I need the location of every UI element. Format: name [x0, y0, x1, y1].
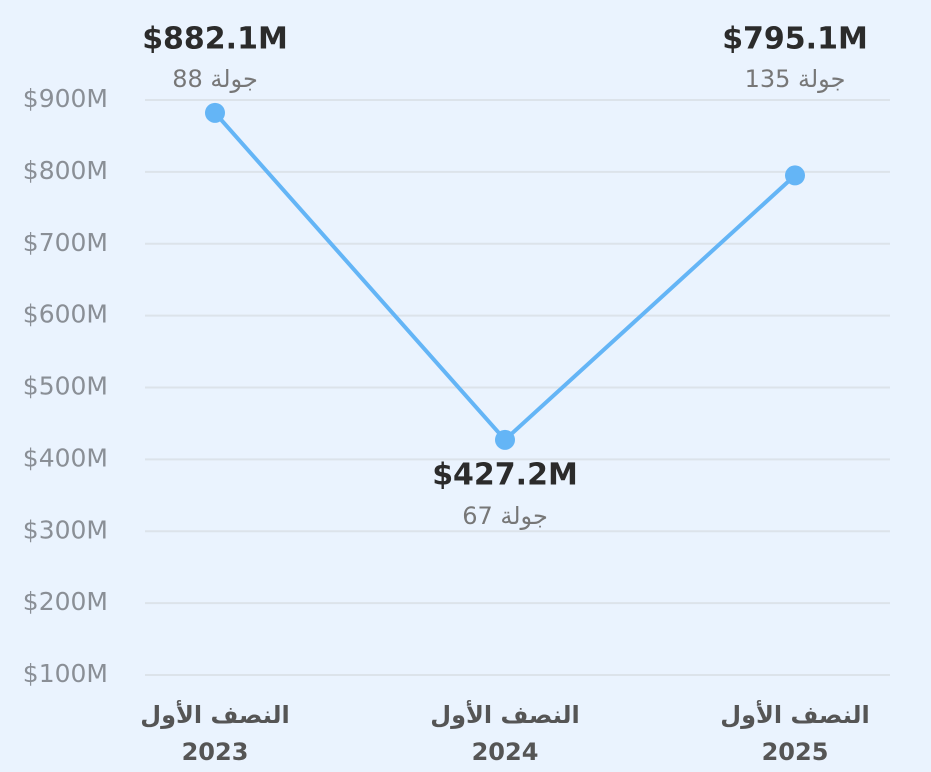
- point: [785, 165, 805, 186]
- y-tick-label: $100M: [23, 659, 108, 688]
- x-tick-label: 2025: [762, 738, 829, 766]
- value-label: $427.2M: [432, 457, 578, 492]
- value-label: $882.1M: [142, 22, 288, 57]
- x-tick-label: 2024: [472, 738, 539, 766]
- x-tick-label: النصف الأول: [430, 700, 579, 729]
- y-tick-label: $900M: [23, 84, 108, 113]
- x-tick-label: النصف الأول: [720, 700, 869, 729]
- x-tick-label: النصف الأول: [140, 700, 289, 729]
- point: [205, 102, 225, 123]
- y-tick-label: $200M: [23, 587, 108, 616]
- y-tick-label: $600M: [23, 300, 108, 329]
- y-tick-label: $300M: [23, 515, 108, 544]
- rounds-label: 88 جولة: [172, 65, 258, 93]
- y-tick-label: $700M: [23, 228, 108, 257]
- value-label: $795.1M: [722, 22, 868, 57]
- y-tick-label: $500M: [23, 372, 108, 401]
- x-tick-label: 2023: [182, 738, 249, 766]
- rounds-label: 135 جولة: [745, 65, 846, 93]
- rounds-label: 67 جولة: [462, 502, 548, 530]
- y-tick-label: $800M: [23, 156, 108, 185]
- point: [495, 429, 515, 450]
- line: [213, 111, 797, 443]
- y-tick-label: $400M: [23, 443, 108, 472]
